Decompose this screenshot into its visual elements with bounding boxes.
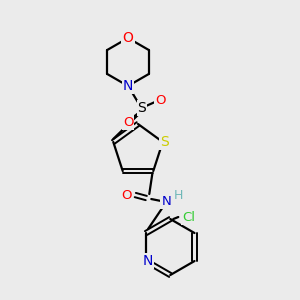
Text: O: O (121, 188, 131, 202)
Text: S: S (160, 135, 169, 149)
Text: N: N (123, 79, 133, 93)
Text: Cl: Cl (182, 211, 195, 224)
Text: S: S (138, 101, 146, 115)
Text: N: N (161, 194, 171, 208)
Text: H: H (174, 188, 183, 202)
Text: O: O (123, 116, 133, 128)
Text: N: N (143, 254, 153, 268)
Text: O: O (123, 31, 134, 45)
Text: O: O (155, 94, 165, 106)
